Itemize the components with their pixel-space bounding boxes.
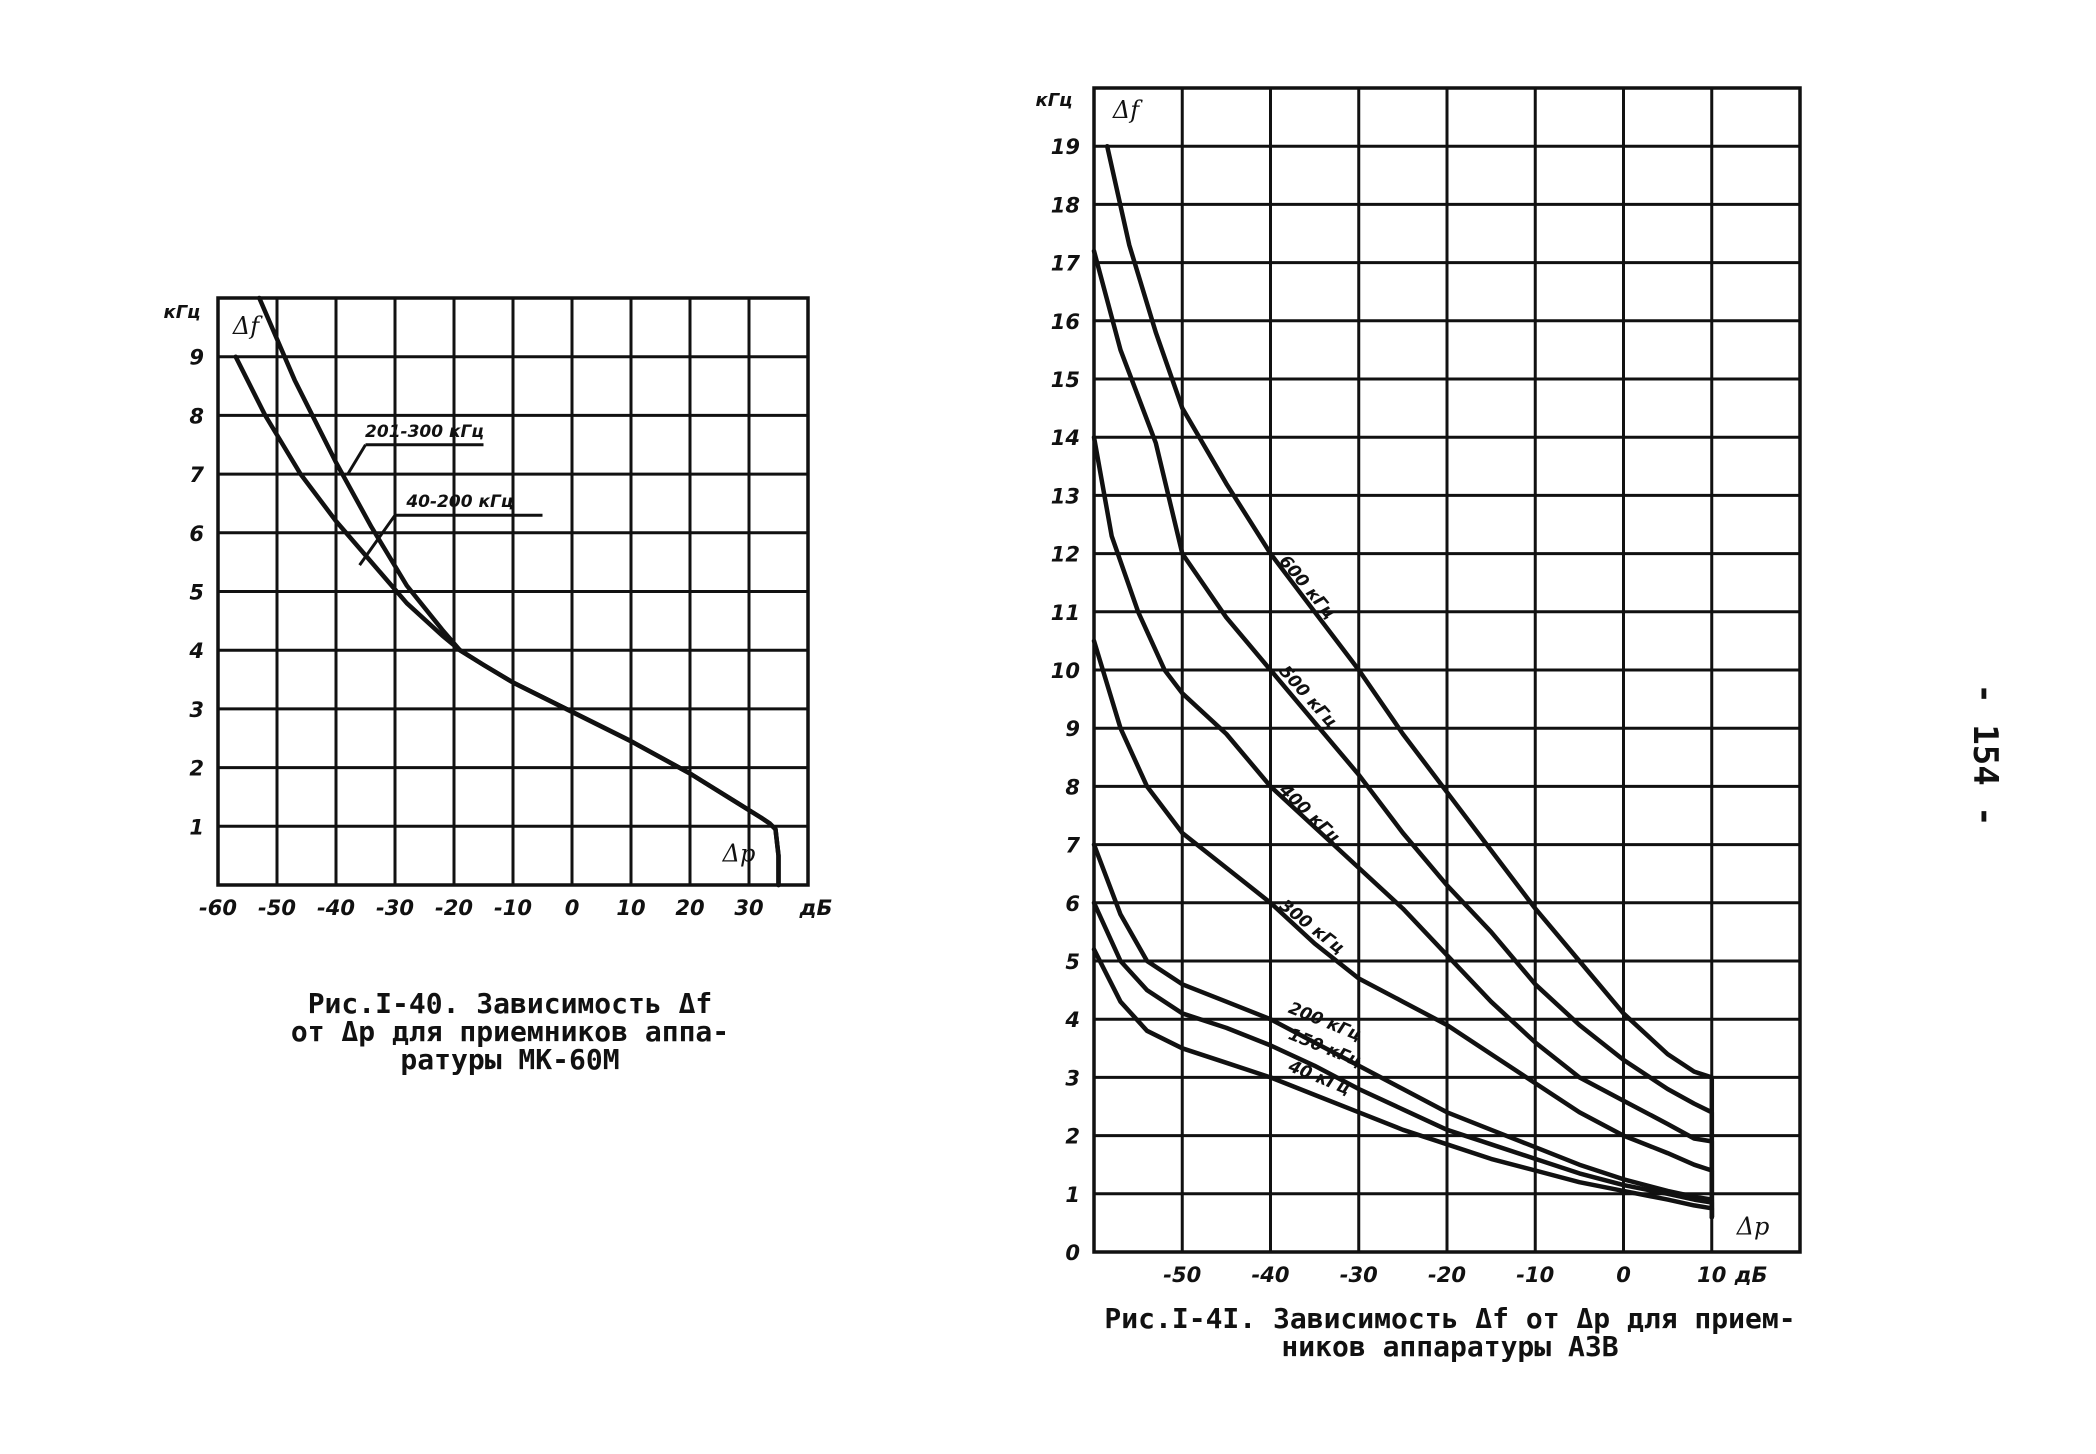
chart1-curve-label-0: 201-300 кГц xyxy=(365,422,484,442)
chart1-x-tick-label: -40 xyxy=(317,896,355,920)
chart1-x-tick-label: -60 xyxy=(199,896,237,920)
chart2-caption-line2: ников аппаратуры АЗВ xyxy=(1281,1330,1619,1363)
page-number: - 154 - xyxy=(1965,683,2005,827)
chart1-leader-1 xyxy=(358,514,397,566)
chart2-y-tick-label: 8 xyxy=(1065,775,1080,799)
chart1-series-1-line xyxy=(233,354,781,888)
chart2-series-4-line xyxy=(1091,842,1715,1220)
chart2-y-tick-label: 7 xyxy=(1065,834,1080,858)
chart2-y-tick-label: 19 xyxy=(1051,135,1080,159)
chart2: -50 -40 -30 -20 -10 0 10 дБ01234567891011121314… xyxy=(1035,86,1802,1287)
chart2-y-tick-label: 15 xyxy=(1051,368,1080,392)
chart2-y-tick-label: 16 xyxy=(1051,310,1080,334)
chart2-y-tick-label: 1 xyxy=(1065,1183,1080,1207)
chart2-y-tick-label: 5 xyxy=(1065,950,1080,974)
chart2-y-tick-label: 2 xyxy=(1065,1125,1080,1149)
chart2-y-tick-label: 0 xyxy=(1065,1241,1080,1265)
chart2-y-tick-label: 4 xyxy=(1064,1008,1080,1032)
chart1-x-tick-label: 10 xyxy=(616,896,645,920)
chart2-x-tick-label: -30 xyxy=(1340,1263,1378,1287)
chart2-y-tick-label: 11 xyxy=(1051,601,1080,625)
chart1-x-axis-label: Δp xyxy=(722,840,756,868)
chart1-y-tick-label: 6 xyxy=(189,522,204,546)
chart2-y-tick-label: 12 xyxy=(1051,543,1080,567)
chart2-series-3-line xyxy=(1091,638,1715,1220)
chart1-x-tick-label: 30 xyxy=(734,896,763,920)
chart2-caption: Рис.I-4I. Зависимость Δf от Δp для прием… xyxy=(1000,1305,1900,1361)
chart1-x-tick-label: -20 xyxy=(435,896,473,920)
chart1-leader-0 xyxy=(346,443,367,475)
chart2-x-tick-label: 10 xyxy=(1697,1263,1726,1287)
chart2-series-0-line xyxy=(1104,143,1715,1220)
chart1-y-tick-label: 4 xyxy=(188,639,204,663)
chart2-x-tick-label: -40 xyxy=(1252,1263,1290,1287)
chart1-x-tick-label: -30 xyxy=(376,896,414,920)
chart2-x-axis-label: Δp xyxy=(1736,1213,1770,1241)
chart2-y-tick-label: 3 xyxy=(1065,1066,1080,1090)
chart1-y-tick-label: 1 xyxy=(189,815,204,839)
chart2-y-tick-label: 10 xyxy=(1051,659,1080,683)
chart1-y-axis-label: Δf xyxy=(232,312,263,340)
chart1-x-tick-label: -50 xyxy=(258,896,296,920)
chart2-series-5-line xyxy=(1091,900,1715,1220)
chart2-x-tick-label: -50 xyxy=(1163,1263,1201,1287)
chart2-y-axis-label: Δf xyxy=(1112,96,1143,124)
chart2-y-tick-label: 18 xyxy=(1051,193,1080,217)
chart1-y-unit: кГц xyxy=(163,302,200,323)
chart1-caption: Рис.I-40. Зависимость Δf от Δp для прием… xyxy=(210,990,810,1074)
chart2-x-unit: дБ xyxy=(1734,1263,1768,1287)
chart1-y-tick-label: 8 xyxy=(189,404,204,428)
chart1-y-tick-label: 9 xyxy=(189,346,204,370)
chart2-y-tick-label: 9 xyxy=(1065,717,1080,741)
chart2-curve-label-1: 500 кГц xyxy=(1275,662,1341,732)
chart1-x-tick-label: 20 xyxy=(675,896,704,920)
chart1-y-tick-label: 5 xyxy=(189,581,204,605)
chart2-x-tick-label: -20 xyxy=(1428,1263,1466,1287)
chart1-curve-label-1: 40-200 кГц xyxy=(405,492,513,512)
chart2-x-tick-label: -10 xyxy=(1516,1263,1554,1287)
chart1-x-tick-label: 0 xyxy=(565,896,580,920)
chart2-series-6-line xyxy=(1091,947,1715,1220)
chart2-y-tick-label: 13 xyxy=(1051,484,1080,508)
chart1-y-tick-label: 3 xyxy=(189,698,204,722)
chart2-caption-line1: Рис.I-4I. Зависимость Δf от Δp для прием… xyxy=(1104,1302,1796,1335)
chart2-series-2-line xyxy=(1091,434,1715,1220)
chart2-y-unit: кГц xyxy=(1035,90,1072,111)
chart2-curve-label-3: 300 кГц xyxy=(1275,896,1348,959)
chart1: -60 -50 -40 -30 -20 -10 0 10 20 30 дБ 1 2 3 4 5 6 7 8 9 кГц Δ… xyxy=(163,295,833,920)
chart1-caption-line1: Рис.I-40. Зависимость Δf xyxy=(307,987,713,1020)
chart2-curve-label-2: 400 кГц xyxy=(1274,780,1344,848)
chart2-x-tick-label: 0 xyxy=(1616,1263,1631,1287)
chart2-y-tick-label: 17 xyxy=(1051,252,1081,276)
chart1-x-unit: дБ xyxy=(799,896,833,920)
chart2-y-tick-label: 6 xyxy=(1065,892,1080,916)
chart1-y-tick-label: 7 xyxy=(189,463,204,487)
chart1-x-tick-label: -10 xyxy=(494,896,532,920)
chart2-y-tick-label: 14 xyxy=(1051,426,1080,450)
chart1-caption-line3: ратуры МК-60М xyxy=(400,1043,620,1076)
chart2-series-1-line xyxy=(1091,248,1715,1220)
chart1-y-tick-label: 2 xyxy=(189,757,204,781)
chart1-caption-line2: от Δp для приемников аппа- xyxy=(290,1015,730,1048)
